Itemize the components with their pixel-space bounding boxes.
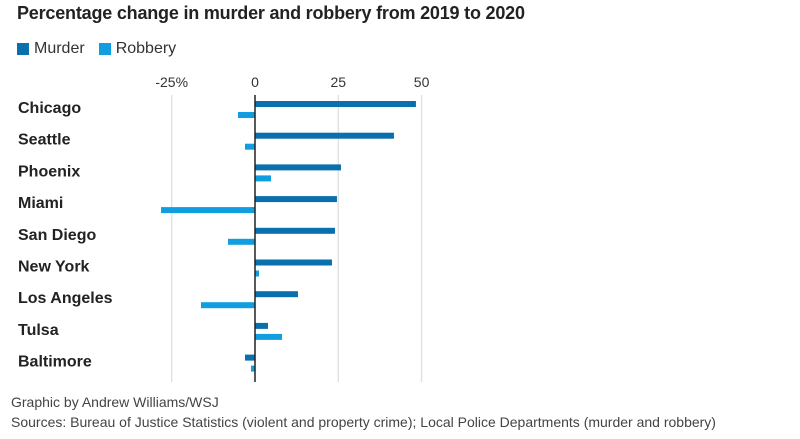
bar-murder xyxy=(255,227,335,234)
category-label: Seattle xyxy=(18,132,71,149)
bar-murder xyxy=(255,291,298,298)
category-label: Los Angeles xyxy=(18,290,113,307)
bar-robbery xyxy=(201,302,255,309)
bar-robbery xyxy=(161,207,255,214)
bar-murder xyxy=(255,132,394,139)
legend-item-robbery: Robbery xyxy=(98,40,177,58)
bar-robbery xyxy=(255,333,282,340)
legend-label-murder: Murder xyxy=(34,40,85,57)
category-label: Miami xyxy=(18,195,63,212)
legend-swatch-murder xyxy=(17,43,29,55)
category-label: Chicago xyxy=(18,100,81,117)
category-label: San Diego xyxy=(18,227,96,244)
x-tick-label: 25 xyxy=(331,74,347,90)
chart-title: Percentage change in murder and robbery … xyxy=(17,3,525,23)
credit-text: Graphic by Andrew Williams/WSJ xyxy=(11,394,219,410)
bar-robbery xyxy=(238,112,255,118)
legend-item-murder: Murder xyxy=(17,40,85,58)
x-tick-label: -25% xyxy=(155,74,188,90)
bar-murder xyxy=(255,259,332,266)
bar-murder xyxy=(255,101,416,107)
sources-text: Sources: Bureau of Justice Statistics (v… xyxy=(11,414,716,430)
category-label: Tulsa xyxy=(18,322,59,339)
bar-murder xyxy=(255,322,268,329)
category-label: New York xyxy=(18,259,90,276)
bar-murder xyxy=(245,354,255,361)
bar-robbery xyxy=(255,270,259,277)
bar-murder xyxy=(255,196,337,203)
category-label: Baltimore xyxy=(18,354,92,371)
legend-swatch-robbery xyxy=(98,43,111,55)
category-label: Phoenix xyxy=(18,163,80,180)
bar-robbery xyxy=(245,143,255,150)
bar-robbery xyxy=(251,365,255,372)
legend: Murder Robbery xyxy=(17,40,190,58)
bar-robbery xyxy=(255,175,271,182)
legend-label-robbery: Robbery xyxy=(115,40,177,57)
x-tick-label: 50 xyxy=(414,74,430,90)
bar-robbery xyxy=(228,238,255,245)
bar-murder xyxy=(255,164,341,171)
x-tick-label: 0 xyxy=(251,74,259,90)
